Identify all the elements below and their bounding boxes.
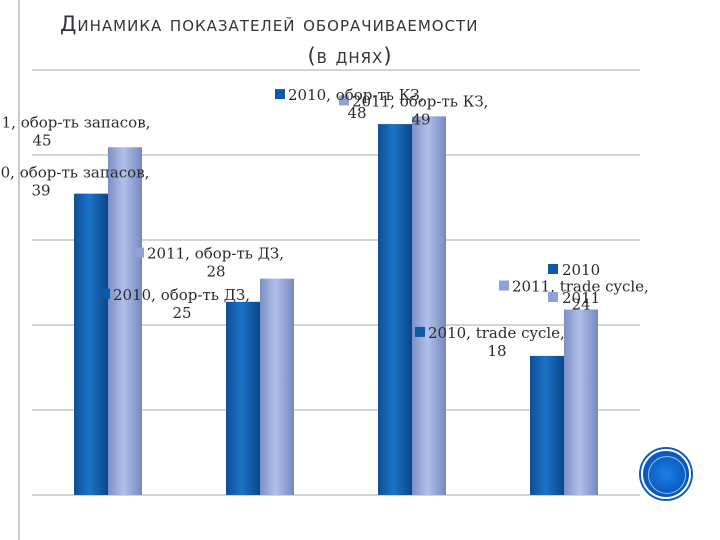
data-label-text: 2010, trade cycle, <box>428 324 565 342</box>
left-border-rule <box>18 0 20 540</box>
data-label-value: 18 <box>487 342 506 360</box>
data-label-value: 45 <box>32 131 51 149</box>
bar-2011-4 <box>564 309 598 495</box>
data-labels: 2011, обор-ть запасов,45 2010, обор-ть за… <box>0 86 649 360</box>
data-label-3: 2011, обор-ть ДЗ,28 <box>134 245 284 281</box>
data-label-marker <box>415 326 425 337</box>
data-label-text: 2011, обор-ть КЗ, <box>352 92 488 110</box>
bar-2010-3 <box>378 124 412 495</box>
data-label-marker <box>134 247 144 258</box>
chart-title-line2: (в днях) <box>307 44 393 68</box>
data-label-text: 2010, обор-ть ДЗ, <box>113 286 250 304</box>
data-label-7: 2011, trade cycle,24 <box>499 278 649 314</box>
bars <box>74 116 598 496</box>
legend-swatch <box>548 264 558 274</box>
chart-title-line1: Динамика показателей оборачиваемости <box>60 12 479 36</box>
data-label-value: 25 <box>172 304 191 322</box>
bar-2011-1 <box>108 147 142 496</box>
bar-2010-2 <box>226 301 260 495</box>
data-label-value: 28 <box>206 263 225 281</box>
legend: 2010 2011 <box>548 261 600 307</box>
data-label-text: 2011, обор-ть ДЗ, <box>147 245 284 263</box>
bar-2010-1 <box>74 193 108 496</box>
bar-2011-3 <box>412 116 446 495</box>
data-label-4: 2010, обор-ть ДЗ,25 <box>100 286 250 322</box>
data-label-value: 48 <box>347 104 366 122</box>
data-label-text: 2010, обор-ть КЗ, <box>288 86 424 104</box>
legend-label: 2011 <box>562 289 600 307</box>
data-label-value: 24 <box>571 296 590 314</box>
data-label-marker <box>100 288 110 299</box>
data-label-marker <box>275 89 285 100</box>
decorative-circle-icon <box>641 449 691 499</box>
data-label-text: 2010, обор-ть запасов, <box>0 164 149 182</box>
data-label-1: 2011, обор-ть запасов,45 <box>0 113 150 149</box>
legend-item-2011: 2011 <box>548 289 600 307</box>
bar-2011-2 <box>260 278 294 495</box>
legend-label: 2010 <box>562 261 600 279</box>
data-label-marker <box>499 280 509 291</box>
data-label-value: 49 <box>411 110 430 128</box>
data-label-8: 2010, trade cycle,18 <box>415 324 565 360</box>
legend-swatch <box>548 292 558 302</box>
bar-2010-4 <box>530 355 564 495</box>
chart-title: Динамика показателей оборачиваемости (в … <box>40 8 660 72</box>
data-label-6: 2010, обор-ть КЗ,48 <box>275 86 424 122</box>
data-label-value: 39 <box>31 182 50 200</box>
legend-item-2010: 2010 <box>548 261 600 279</box>
data-label-text: 2011, trade cycle, <box>512 278 649 296</box>
data-label-2: 2010, обор-ть запасов,39 <box>0 164 149 200</box>
data-label-text: 2011, обор-ть запасов, <box>0 113 150 131</box>
data-label-5: 2011, обор-ть КЗ,49 <box>339 92 488 128</box>
data-label-marker <box>339 95 349 106</box>
